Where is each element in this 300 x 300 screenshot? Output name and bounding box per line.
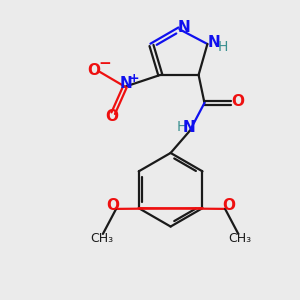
Text: N: N <box>183 120 196 135</box>
Text: +: + <box>129 72 140 85</box>
Text: O: O <box>87 63 100 78</box>
Text: O: O <box>222 198 235 213</box>
Text: O: O <box>105 109 118 124</box>
Text: H: H <box>218 40 228 54</box>
Text: H: H <box>176 120 187 134</box>
Text: N: N <box>208 35 220 50</box>
Text: O: O <box>106 198 119 213</box>
Text: O: O <box>231 94 244 109</box>
Text: N: N <box>178 20 190 35</box>
Text: CH₃: CH₃ <box>228 232 251 245</box>
Text: N: N <box>120 76 133 91</box>
Text: CH₃: CH₃ <box>90 232 113 245</box>
Text: −: − <box>98 56 111 71</box>
